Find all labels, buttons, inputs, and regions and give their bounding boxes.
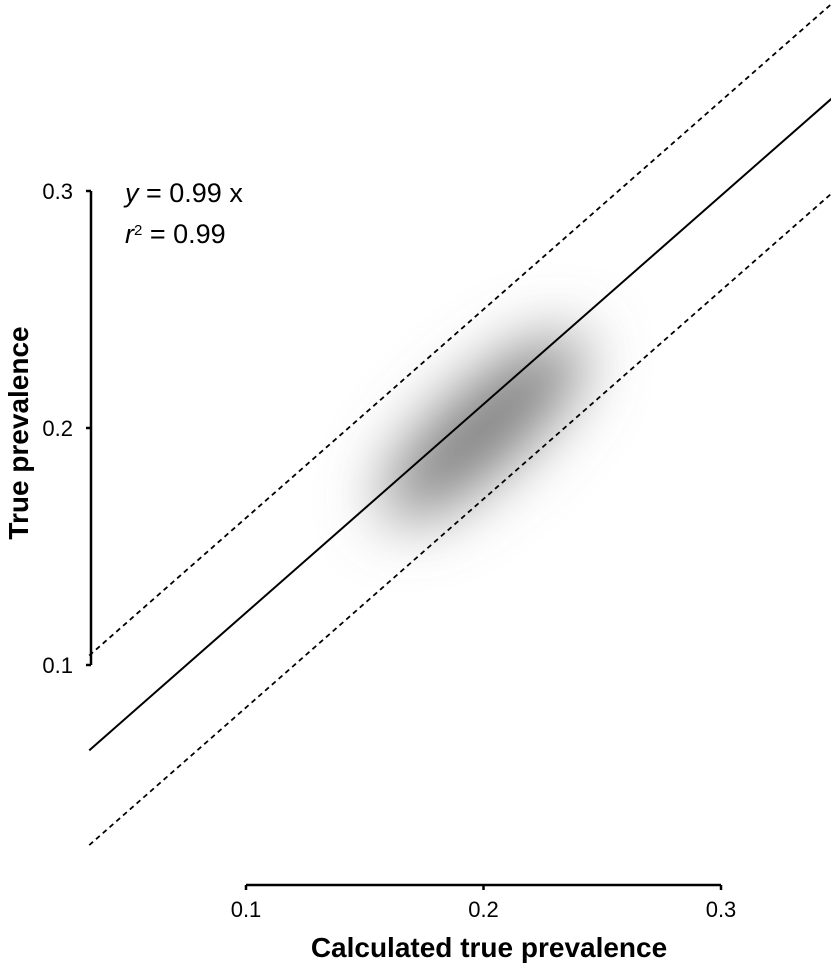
density-cloud-blob [383,336,584,520]
r-squared-exponent: 2 [134,222,142,239]
r-squared: r2 = 0.99 [125,219,226,249]
fit-lines [88,3,831,846]
x-tick-label: 0.2 [468,897,499,922]
y-tick-label: 0.3 [42,179,73,204]
regression-line [88,97,831,752]
equation-variable: y [123,178,140,208]
equation-text: = 0.99 x [139,178,244,208]
confidence-bound-line-2 [88,192,831,846]
r-squared-text: = 0.99 [142,219,225,249]
y-axis: 0.1 0.2 0.3 [42,179,93,678]
confidence-bound-line-1 [88,3,831,657]
density-cloud-core [383,336,584,520]
regression-equation: y = 0.99 x [123,178,243,208]
density-cloud [383,336,584,520]
y-tick-label: 0.2 [42,416,73,441]
y-axis-title: True prevalence [3,326,34,539]
r-squared-variable: r [125,219,135,249]
x-axis: 0.1 0.2 0.3 [231,883,737,922]
x-tick-label: 0.1 [231,897,262,922]
x-tick-label: 0.3 [706,897,737,922]
y-tick-label: 0.1 [42,653,73,678]
x-axis-title: Calculated true prevalence [311,932,667,963]
